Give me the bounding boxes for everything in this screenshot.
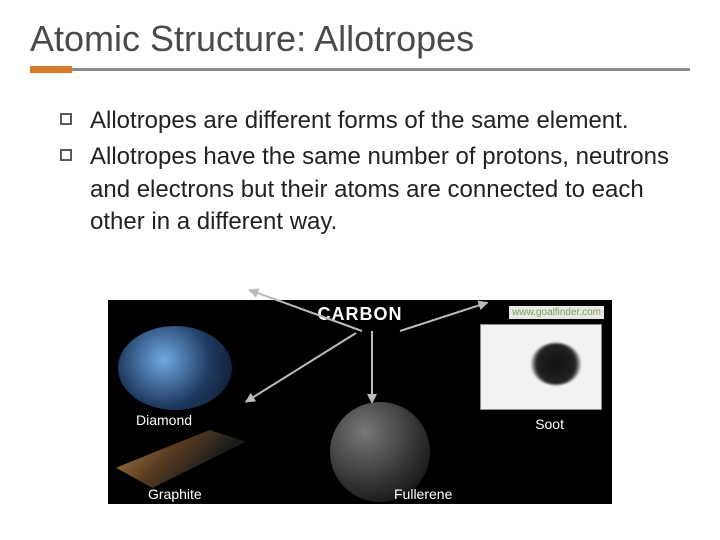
- label-graphite: Graphite: [148, 486, 202, 502]
- label-soot: Soot: [535, 416, 564, 432]
- page-title: Atomic Structure: Allotropes: [30, 18, 690, 60]
- soot-blob: [531, 343, 581, 385]
- bullet-box-icon: [60, 149, 72, 161]
- diamond-graphic: [118, 326, 232, 410]
- content-area: Allotropes are different forms of the sa…: [0, 81, 720, 239]
- label-diamond: Diamond: [136, 412, 192, 428]
- title-rule: [30, 66, 690, 73]
- graphite-graphic: [116, 430, 246, 488]
- label-fullerene: Fullerene: [394, 486, 452, 502]
- rule-line: [72, 68, 690, 71]
- bullet-text: Allotropes have the same number of proto…: [90, 141, 680, 238]
- bullet-box-icon: [60, 113, 72, 125]
- arrow-icon: [400, 302, 488, 332]
- rule-accent: [30, 66, 72, 73]
- figure-title: CARBON: [318, 304, 403, 325]
- arrow-icon: [371, 331, 373, 403]
- soot-graphic: [480, 324, 602, 410]
- figure-credit: www.goalfinder.com: [509, 306, 604, 319]
- list-item: Allotropes have the same number of proto…: [60, 141, 680, 238]
- bullet-text: Allotropes are different forms of the sa…: [90, 105, 629, 137]
- list-item: Allotropes are different forms of the sa…: [60, 105, 680, 137]
- arrow-icon: [245, 332, 356, 403]
- carbon-figure: CARBON www.goalfinder.com Diamond Graphi…: [108, 300, 612, 504]
- title-area: Atomic Structure: Allotropes: [0, 0, 720, 81]
